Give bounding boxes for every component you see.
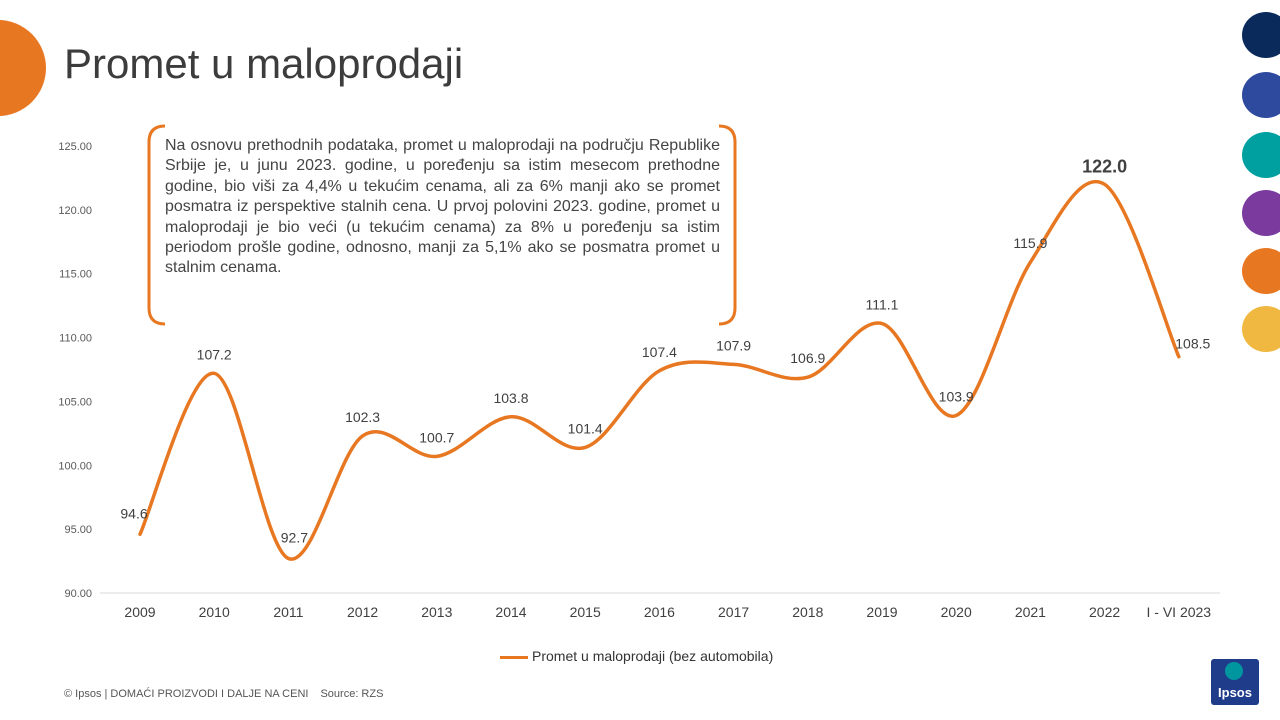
ipsos-logo: Ipsos bbox=[1211, 659, 1259, 705]
side-dot-blue bbox=[1242, 72, 1280, 118]
y-tick-label: 110.00 bbox=[59, 333, 92, 345]
data-label: 107.9 bbox=[716, 337, 751, 353]
x-tick-label: 2021 bbox=[1015, 604, 1046, 620]
y-axis: 90.00 95.00 100.00 105.00 110.00 115.00 120.00… bbox=[58, 141, 92, 600]
note-brackets bbox=[147, 124, 737, 326]
legend-swatch bbox=[500, 655, 528, 659]
note-text: Na osnovu prethodnih podataka, promet u … bbox=[165, 137, 720, 277]
data-label: 92.7 bbox=[281, 530, 308, 546]
x-tick-label: 2020 bbox=[941, 604, 972, 620]
x-tick-label: 2010 bbox=[199, 604, 230, 620]
data-label: 94.6 bbox=[120, 505, 147, 521]
x-tick-label: 2019 bbox=[866, 604, 897, 620]
x-tick-label: 2018 bbox=[792, 604, 823, 620]
legend-label: Promet u maloprodaji (bez automobila) bbox=[532, 648, 774, 664]
data-label: 106.9 bbox=[790, 350, 825, 366]
x-tick-label: 2015 bbox=[570, 604, 601, 620]
y-tick-label: 105.00 bbox=[58, 396, 92, 408]
x-tick-label: 2009 bbox=[124, 604, 155, 620]
y-tick-label: 90.00 bbox=[64, 588, 92, 600]
x-tick-label: 2022 bbox=[1089, 604, 1120, 620]
side-dot-orange bbox=[1242, 248, 1280, 294]
logo-mark bbox=[1225, 662, 1243, 680]
x-tick-label: 2017 bbox=[718, 604, 749, 620]
data-label: 103.8 bbox=[493, 390, 528, 406]
source-text: Source: RZS bbox=[320, 688, 384, 700]
data-label: 115.9 bbox=[1013, 235, 1047, 251]
chart-legend: Promet u maloprodaji (bez automobila) bbox=[500, 648, 773, 664]
logo-text: Ipsos bbox=[1218, 685, 1252, 700]
side-dot-teal bbox=[1242, 132, 1280, 178]
side-dot-navy bbox=[1242, 12, 1280, 58]
series-line bbox=[138, 180, 1181, 561]
x-tick-label: 2011 bbox=[273, 604, 303, 620]
footer-text: © Ipsos | DOMAĆI PROIZVODI I DALJE NA CE… bbox=[64, 688, 309, 700]
data-label: 111.1 bbox=[866, 297, 899, 313]
data-label: 103.9 bbox=[939, 388, 974, 404]
x-tick-label: 2012 bbox=[347, 604, 378, 620]
y-tick-label: 100.00 bbox=[58, 460, 92, 472]
x-tick-label: 2014 bbox=[495, 604, 526, 620]
y-tick-label: 95.00 bbox=[64, 524, 92, 536]
data-label: 102.3 bbox=[345, 409, 380, 425]
data-label: 107.2 bbox=[197, 346, 232, 362]
page-title: Promet u maloprodaji bbox=[64, 40, 464, 87]
y-tick-label: 125.00 bbox=[58, 141, 92, 153]
data-label: 100.7 bbox=[419, 429, 454, 445]
data-label: 107.4 bbox=[642, 344, 677, 360]
side-dot-purple bbox=[1242, 190, 1280, 236]
data-label: 108.5 bbox=[1175, 336, 1210, 352]
y-tick-label: 120.00 bbox=[58, 205, 92, 217]
y-tick-label: 115.00 bbox=[59, 269, 92, 281]
x-tick-label: 2016 bbox=[644, 604, 675, 620]
x-axis: 2009 2010 2011 2012 2013 2014 2015 2016 2017 2018… bbox=[124, 604, 1211, 620]
x-tick-label: 2013 bbox=[421, 604, 452, 620]
x-tick-label: I - VI 2023 bbox=[1147, 604, 1212, 620]
data-label: 122.0 bbox=[1082, 156, 1127, 176]
data-labels: 94.6 107.2 92.7 102.3 100.7 103.8 101.4 107.4 10… bbox=[120, 156, 1210, 545]
data-label: 101.4 bbox=[568, 420, 603, 436]
footer: © Ipsos | DOMAĆI PROIZVODI I DALJE NA CE… bbox=[64, 688, 383, 700]
side-dot-yellow bbox=[1242, 306, 1280, 352]
